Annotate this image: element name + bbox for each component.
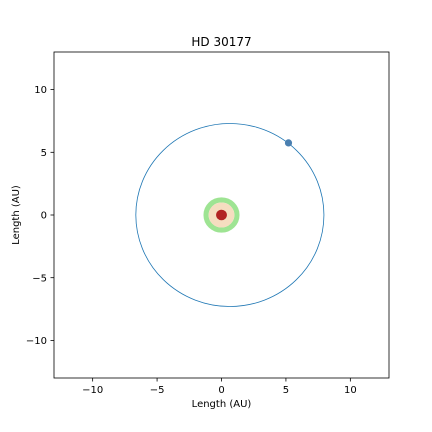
y-axis-ticks: −10 −5 0 5 10 <box>26 85 54 347</box>
x-axis-title: Length (AU) <box>192 399 252 410</box>
habitable-zone-ring <box>203 197 240 233</box>
x-tick-label: 10 <box>344 385 357 396</box>
y-tick-label: −5 <box>32 273 47 284</box>
star-marker <box>216 209 227 221</box>
plot-area <box>135 123 325 307</box>
planet-marker <box>284 139 293 147</box>
y-tick-label: 0 <box>41 211 47 222</box>
x-tick-label: −5 <box>150 385 165 396</box>
y-axis-title: Length (AU) <box>11 185 22 245</box>
x-tick-label: 5 <box>283 385 289 396</box>
y-tick-label: 10 <box>34 85 47 96</box>
x-tick-label: −10 <box>82 385 103 396</box>
chart-title: HD 30177 <box>191 35 251 49</box>
orbit-path <box>135 123 325 307</box>
x-tick-label: 0 <box>218 385 224 396</box>
y-tick-label: 5 <box>41 148 47 159</box>
x-axis-ticks: −10 −5 0 5 10 <box>82 378 357 396</box>
y-tick-label: −10 <box>26 336 47 347</box>
